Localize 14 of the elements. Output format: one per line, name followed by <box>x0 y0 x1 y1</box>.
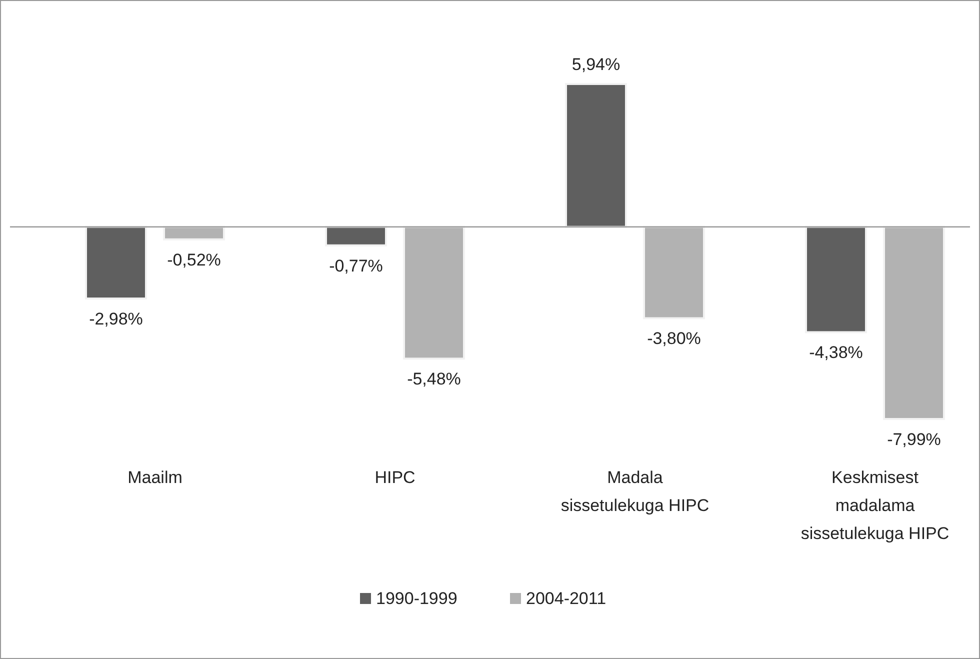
data-label: 5,94% <box>572 55 620 74</box>
x-tick-label: Maailm <box>128 468 182 487</box>
data-label: -0,52% <box>167 250 221 270</box>
data-label: -7,99% <box>887 430 941 449</box>
legend-label: 1990-1999 <box>376 589 458 608</box>
data-label: -0,77% <box>329 256 383 276</box>
data-label: -5,48% <box>407 370 461 389</box>
x-tick-label: HIPC <box>374 468 416 487</box>
data-label: -4,38% <box>809 343 863 362</box>
data-label: -3,80% <box>647 329 701 348</box>
x-tick-label: Madala sissetulekuga HIPC <box>560 468 710 515</box>
data-label: -2,98% <box>89 310 143 329</box>
x-tick-label: Keskmisest madalama sissetulekuga HIPC <box>800 468 950 543</box>
legend-label: 2004-2011 <box>526 589 606 608</box>
